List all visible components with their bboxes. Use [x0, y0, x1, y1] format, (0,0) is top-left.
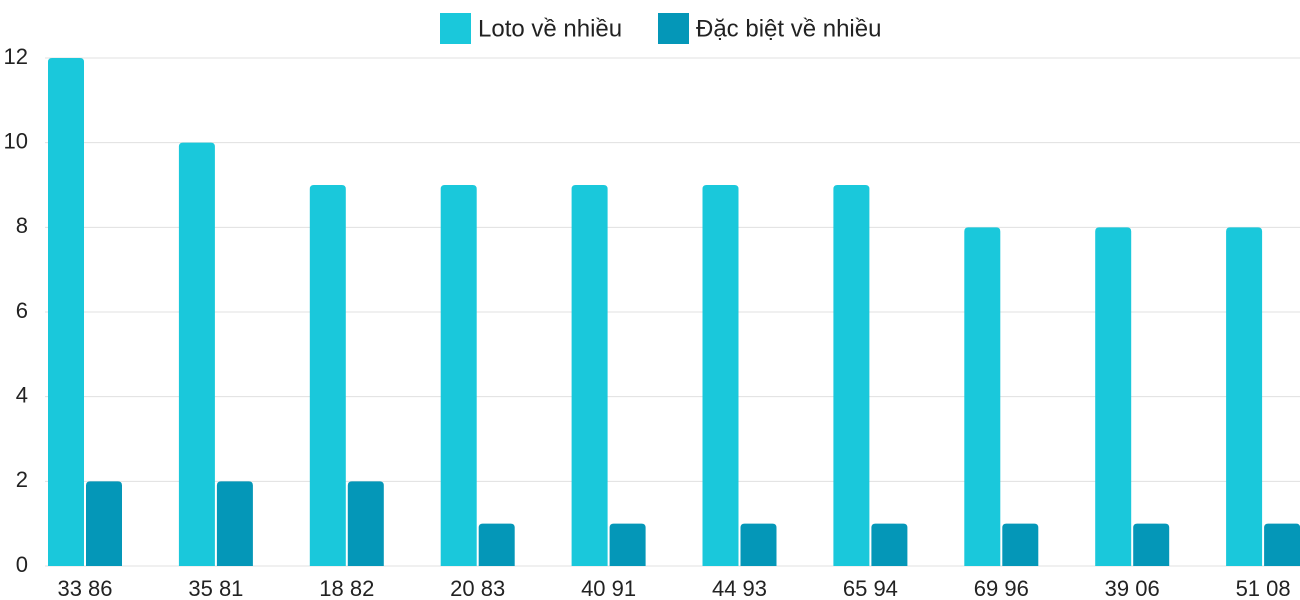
legend-swatch	[440, 13, 471, 44]
bar	[178, 142, 215, 566]
bar	[702, 185, 739, 566]
x-tick-label: 65 94	[843, 576, 898, 600]
bar	[309, 185, 346, 566]
y-tick-label: 8	[16, 213, 28, 238]
legend-swatch	[658, 13, 689, 44]
y-tick-label: 12	[4, 44, 28, 69]
bar	[964, 227, 1001, 567]
bar	[1226, 227, 1263, 567]
y-tick-label: 6	[16, 298, 28, 323]
bar	[571, 185, 608, 566]
x-tick-label: 44 93	[712, 576, 767, 600]
bar	[48, 58, 84, 566]
x-tick-label: 35 81	[188, 576, 243, 600]
bar	[1133, 523, 1170, 566]
bar	[478, 523, 515, 566]
y-tick-label: 0	[16, 552, 28, 577]
bar	[833, 185, 870, 566]
x-tick-label: 20 83	[450, 576, 505, 600]
y-tick-label: 2	[16, 467, 28, 492]
bar	[347, 481, 384, 566]
bar	[871, 523, 908, 566]
y-tick-label: 10	[4, 128, 28, 153]
bar	[86, 481, 122, 566]
bar	[1264, 523, 1300, 566]
bar	[740, 523, 777, 566]
bar	[440, 185, 477, 566]
legend-label: Loto về nhiều	[478, 15, 622, 42]
x-tick-label: 33 86	[57, 576, 112, 600]
x-tick-label: 39 06	[1105, 576, 1160, 600]
x-tick-label: 18 82	[319, 576, 374, 600]
x-tick-label: 40 91	[581, 576, 636, 600]
y-tick-label: 4	[16, 382, 28, 407]
bar	[216, 481, 253, 566]
x-tick-label: 69 96	[974, 576, 1029, 600]
bar	[1095, 227, 1132, 567]
x-tick-label: 51 08	[1236, 576, 1291, 600]
bar	[1002, 523, 1039, 566]
legend-label: Đặc biệt về nhiều	[696, 15, 881, 42]
bar	[609, 523, 646, 566]
